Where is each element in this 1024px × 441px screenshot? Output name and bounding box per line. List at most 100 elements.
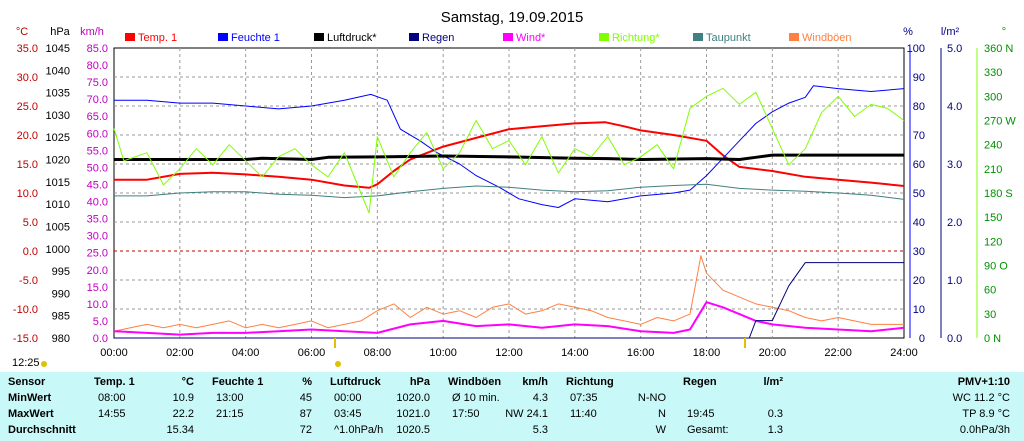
press-tick-label: 1035 <box>46 88 70 100</box>
legend-swatch <box>409 33 419 41</box>
wind-tick-label: 80.0 <box>87 60 108 72</box>
stats-cell-time: Ø 10 min. <box>452 392 500 404</box>
stats-cell-time: 11:40 <box>570 408 597 420</box>
wind-tick-label: 60.0 <box>87 128 108 140</box>
stats-header: Richtung <box>566 376 614 388</box>
sun-marker <box>41 361 47 367</box>
temp-tick-label: 20.0 <box>17 130 38 142</box>
stats-cell-pmv: WC 11.2 °C <box>952 392 1010 404</box>
stats-cell-value: 1021.0 <box>396 408 430 420</box>
stats-header: Temp. 1 <box>94 376 135 388</box>
rain-unit-label: l/m² <box>941 26 960 38</box>
hum-tick-label: 20 <box>913 275 925 287</box>
wind-tick-label: 20.0 <box>87 265 108 277</box>
hum-tick-label: 10 <box>913 304 925 316</box>
x-tick-label: 06:00 <box>298 347 326 359</box>
wind-tick-label: 50.0 <box>87 162 108 174</box>
press-tick-label: 990 <box>52 288 70 300</box>
legend-swatch <box>125 33 135 41</box>
rain-tick-label: 0.0 <box>947 333 962 345</box>
x-tick-label: 12:00 <box>495 347 523 359</box>
wind-tick-label: 85.0 <box>87 43 108 55</box>
legend-label: Regen <box>422 32 454 44</box>
wind-tick-label: 25.0 <box>87 248 108 260</box>
temp-unit-label: °C <box>16 26 28 38</box>
press-tick-label: 1020 <box>46 155 70 167</box>
legend-label: Temp. 1 <box>138 32 177 44</box>
hum-tick-label: 50 <box>913 188 925 200</box>
press-tick-label: 985 <box>52 311 70 323</box>
hum-tick-label: 100 <box>907 43 925 55</box>
rain-tick-label: 2.0 <box>947 217 962 229</box>
stats-cell-value: 72 <box>299 424 312 436</box>
dir-tick-label: 90 O <box>984 261 1008 273</box>
series-line-regen <box>114 262 904 339</box>
rain-tick-label: 3.0 <box>947 159 962 171</box>
stats-cell-value: W <box>655 424 666 436</box>
stats-cell-value: 45 <box>299 392 312 404</box>
legend-swatch <box>314 33 324 41</box>
dir-tick-label: 150 <box>984 212 1002 224</box>
press-tick-label: 980 <box>52 333 70 345</box>
hum-tick-label: 0 <box>919 333 925 345</box>
x-tick-label: 10:00 <box>429 347 457 359</box>
wind-tick-label: 65.0 <box>87 111 108 123</box>
press-tick-label: 1045 <box>46 43 70 55</box>
stats-unit: hPa <box>409 376 430 388</box>
x-tick-label: 14:00 <box>561 347 589 359</box>
temp-tick-label: 10.0 <box>17 188 38 200</box>
stats-header: Feuchte 1 <box>212 376 264 388</box>
dir-tick-label: 300 <box>984 91 1002 103</box>
legend-label: Taupunkt <box>706 32 751 44</box>
wind-tick-label: 0.0 <box>93 333 108 345</box>
press-tick-label: 1010 <box>46 199 70 211</box>
x-tick-label: 20:00 <box>759 347 787 359</box>
temp-tick-label: 5.0 <box>23 217 38 229</box>
dir-tick-label: 330 <box>984 67 1002 79</box>
stats-unit: °C <box>181 376 194 388</box>
dir-tick-label: 30 <box>984 309 996 321</box>
temp-tick-label: -15.0 <box>13 333 38 345</box>
x-tick-label: 08:00 <box>364 347 392 359</box>
hum-tick-label: 40 <box>913 217 925 229</box>
hum-tick-label: 90 <box>913 72 925 84</box>
hum-tick-label: 70 <box>913 130 925 142</box>
stats-cell-time: 08:00 <box>98 392 126 404</box>
stats-cell-value: N <box>658 408 666 420</box>
series-line-temp-1 <box>114 121 905 189</box>
hum-unit-label: % <box>903 26 913 38</box>
x-tick-label: 22:00 <box>824 347 852 359</box>
press-tick-label: 1005 <box>46 221 70 233</box>
stats-cell-value: 4.3 <box>532 392 548 404</box>
legend: Temp. 1 Feuchte 1 Luftdruck* Regen Wind* Rich… <box>125 32 852 44</box>
series-line-feuchte-1 <box>114 85 905 208</box>
temp-tick-label: 30.0 <box>17 72 38 84</box>
hum-tick-label: 60 <box>913 159 925 171</box>
legend-swatch <box>503 33 513 41</box>
chart-title: Samstag, 19.09.2015 <box>441 9 584 26</box>
wind-tick-label: 35.0 <box>87 214 108 226</box>
time-label: 12:25 <box>12 357 40 369</box>
stats-header: PMV+1:10 <box>957 376 1010 388</box>
rain-tick-label: 5.0 <box>947 43 962 55</box>
dir-tick-label: 120 <box>984 236 1002 248</box>
legend-label: Richtung* <box>612 32 660 44</box>
series-lines <box>113 85 905 339</box>
dir-tick-label: 270 W <box>984 116 1016 128</box>
sun-marker <box>335 361 341 367</box>
legend-label: Feuchte 1 <box>231 32 280 44</box>
stats-unit: l/m² <box>763 376 783 388</box>
stats-cell-value: 5.3 <box>532 424 548 436</box>
dir-tick-label: 240 <box>984 140 1002 152</box>
dir-tick-label: 180 S <box>984 188 1013 200</box>
wind-tick-label: 55.0 <box>87 145 108 157</box>
stats-cell-value: 1020.5 <box>396 424 430 436</box>
rain-tick-label: 1.0 <box>947 275 962 287</box>
stats-header: Windböen <box>448 376 502 388</box>
dir-unit-label: ° <box>1002 26 1006 38</box>
stats-cell-time: 03:45 <box>334 408 362 420</box>
stats-cell-time: Gesamt: <box>687 424 729 436</box>
x-tick-label: 18:00 <box>693 347 721 359</box>
weather-chart: Samstag, 19.09.2015 00:00 02:00 04:00 06:00… <box>13 9 1016 367</box>
legend-swatch <box>599 33 609 41</box>
